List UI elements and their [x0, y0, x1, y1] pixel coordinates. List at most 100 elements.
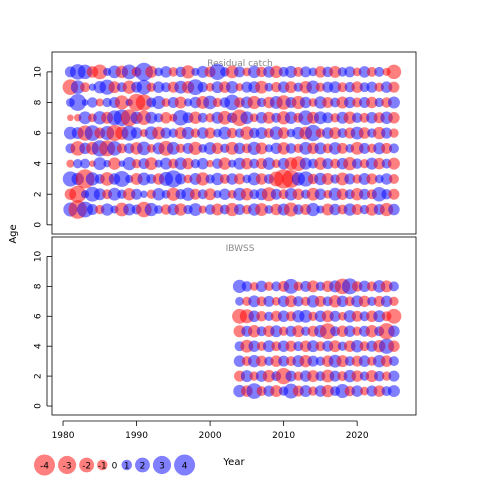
- y-tick-label: 6: [34, 313, 44, 319]
- bubble: [389, 296, 399, 307]
- bubble: [264, 311, 274, 321]
- bubble: [113, 170, 130, 187]
- bubble: [321, 384, 334, 398]
- bubble: [285, 65, 297, 78]
- bubble: [140, 190, 148, 198]
- bubble: [366, 81, 378, 93]
- bubble: [248, 340, 260, 352]
- bubble: [284, 111, 298, 124]
- x-tick-label: 2000: [199, 431, 222, 441]
- bubble: [116, 143, 127, 154]
- bubble: [366, 66, 377, 77]
- bubble: [388, 81, 400, 93]
- bubble: [386, 64, 402, 80]
- bubble: [136, 79, 152, 95]
- bubble: [373, 310, 386, 323]
- legend-label: 3: [159, 462, 165, 472]
- bubble: [351, 81, 363, 93]
- bubble: [300, 66, 312, 78]
- legend-label: 0: [112, 462, 118, 472]
- bubble: [81, 99, 89, 106]
- bubble: [315, 82, 326, 92]
- x-axis-label: Year: [222, 457, 245, 468]
- legend-bubble: [34, 454, 55, 476]
- bubble: [388, 281, 399, 292]
- bubble: [283, 278, 299, 294]
- bubble: [380, 280, 393, 293]
- legend-bubble: [97, 459, 108, 471]
- bubble: [277, 310, 290, 323]
- bubble: [374, 97, 384, 108]
- bubble: [387, 385, 400, 398]
- bubble: [85, 172, 100, 186]
- bubble: [225, 80, 239, 94]
- bubbles: [232, 278, 402, 399]
- bubble: [234, 173, 246, 185]
- bubble: [234, 204, 246, 216]
- bubble: [114, 95, 129, 110]
- bubble: [351, 112, 363, 124]
- bubble: [122, 157, 136, 171]
- bubble: [358, 295, 371, 308]
- bubble: [256, 311, 267, 322]
- bubble: [358, 355, 371, 367]
- x-tick-label: 2020: [346, 431, 369, 441]
- bubble: [197, 81, 208, 93]
- bubble: [255, 80, 269, 94]
- bubble: [307, 355, 319, 367]
- bubble: [299, 96, 312, 109]
- bubble: [336, 142, 348, 154]
- bubble: [219, 188, 231, 200]
- bubble: [278, 355, 290, 367]
- bubble: [285, 81, 297, 94]
- bubble: [137, 172, 151, 186]
- bubble: [388, 112, 400, 124]
- bubble: [108, 81, 121, 94]
- bubble: [293, 296, 304, 307]
- bubble: [161, 98, 171, 107]
- bubble: [144, 157, 158, 171]
- bubble: [256, 355, 268, 367]
- bubble: [211, 142, 224, 155]
- legend-label: -3: [63, 462, 72, 472]
- bubble: [255, 203, 269, 216]
- bubble: [160, 66, 172, 78]
- bubble: [388, 188, 400, 200]
- bubble: [380, 173, 393, 185]
- bubble: [263, 295, 275, 307]
- bubble: [329, 203, 341, 216]
- bubble: [314, 66, 327, 78]
- bubble: [329, 81, 342, 94]
- bubble: [388, 203, 400, 216]
- bubble: [188, 203, 202, 216]
- bubble: [121, 64, 137, 80]
- bubble: [314, 188, 327, 200]
- bubble: [196, 172, 210, 186]
- x-tick-label: 1980: [52, 431, 75, 441]
- bubble: [314, 142, 327, 155]
- bubble: [175, 143, 186, 154]
- bubble: [351, 204, 363, 216]
- bubble: [131, 188, 143, 200]
- bubble: [336, 295, 349, 308]
- y-tick-label: 0: [34, 403, 44, 409]
- bubble: [212, 97, 223, 108]
- bubble: [123, 203, 136, 216]
- bubble: [350, 339, 364, 353]
- bubble: [80, 158, 91, 169]
- bubble: [365, 370, 378, 383]
- bubble: [270, 188, 282, 200]
- bubble: [373, 370, 385, 382]
- y-tick-label: 6: [34, 130, 44, 136]
- bubble: [240, 188, 254, 201]
- bubble: [92, 64, 108, 80]
- bubble: [144, 202, 158, 217]
- bubble: [174, 203, 187, 216]
- bubble: [241, 281, 253, 292]
- bubble: [181, 65, 195, 79]
- bubble: [108, 187, 121, 201]
- bubble: [270, 385, 283, 398]
- bubble: [380, 295, 393, 308]
- bubble: [329, 340, 342, 353]
